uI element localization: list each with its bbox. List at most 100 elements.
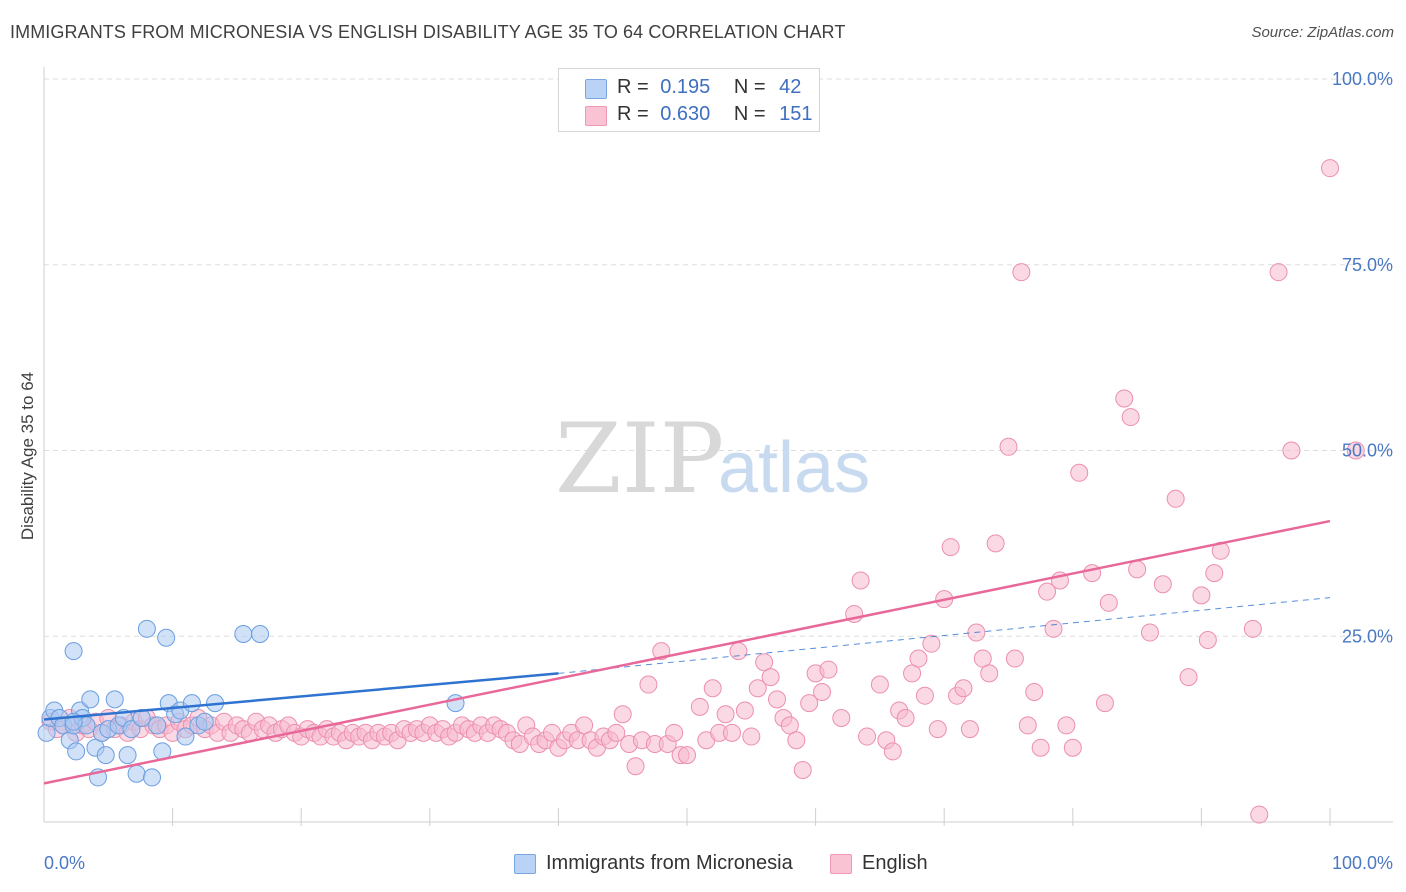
english-point xyxy=(870,675,889,694)
english-point xyxy=(575,716,594,735)
micronesia-trend-extension xyxy=(558,597,1331,674)
english-point xyxy=(780,716,799,735)
english-point xyxy=(761,668,780,687)
micronesia-point xyxy=(127,764,146,783)
legend-r-value: 0.630 xyxy=(660,103,711,125)
english-point xyxy=(896,708,915,727)
axes xyxy=(43,67,1393,826)
english-point xyxy=(1005,649,1024,668)
english-point xyxy=(1031,738,1050,757)
x-tick-label: 0.0% xyxy=(44,853,85,873)
y-tick-label: 25.0% xyxy=(1342,626,1393,646)
trend-lines xyxy=(43,519,1331,785)
english-trend-line xyxy=(43,519,1331,785)
english-point xyxy=(1243,619,1262,638)
english-point xyxy=(729,642,748,661)
y-tick-label: 50.0% xyxy=(1342,441,1393,461)
english-point xyxy=(639,675,658,694)
english-point xyxy=(1321,159,1339,178)
english-point xyxy=(954,679,973,698)
english-point xyxy=(1070,463,1089,482)
english-point xyxy=(665,723,684,742)
english-point xyxy=(1282,441,1301,460)
legend-r-value: 0.195 xyxy=(660,76,711,98)
english-point xyxy=(1063,738,1082,757)
english-point xyxy=(858,727,877,746)
english-point xyxy=(1099,593,1118,612)
english-point xyxy=(793,760,812,779)
english-point xyxy=(1140,623,1159,642)
micronesia-point xyxy=(64,642,83,661)
english-point xyxy=(768,690,787,709)
english-points xyxy=(41,159,1365,824)
y-axis-label: Disability Age 35 to 64 xyxy=(18,372,37,540)
english-point xyxy=(742,727,761,746)
legend-swatch-blue xyxy=(585,79,607,99)
english-point xyxy=(1095,694,1114,713)
legend-n-label: N = xyxy=(733,103,766,125)
micronesia-point xyxy=(137,619,156,638)
y-tick-label: 100.0% xyxy=(1332,69,1393,89)
english-point xyxy=(755,653,774,672)
micronesia-point xyxy=(234,625,253,644)
english-point xyxy=(1038,582,1057,601)
bottom-swatch-pink xyxy=(830,854,852,874)
english-point xyxy=(1269,263,1288,282)
english-point xyxy=(800,694,819,713)
legend-swatch-pink xyxy=(585,106,607,126)
english-point xyxy=(928,720,947,739)
micronesia-point xyxy=(148,716,167,735)
english-point xyxy=(922,634,941,653)
x-tick-label: 100.0% xyxy=(1332,853,1393,873)
english-point xyxy=(903,664,922,683)
legend-n-value: 42 xyxy=(779,76,802,98)
correlation-legend: R = 0.195 N = 42 R = 0.630 N = 151 xyxy=(558,68,820,132)
english-point xyxy=(960,720,979,739)
english-point xyxy=(909,649,928,668)
english-point xyxy=(703,679,722,698)
english-point xyxy=(851,571,870,590)
bottom-legend-label: Immigrants from Micronesia xyxy=(546,852,793,874)
micronesia-point xyxy=(105,690,124,709)
micronesia-point xyxy=(195,712,214,731)
english-point xyxy=(980,664,999,683)
english-point xyxy=(819,660,838,679)
english-point xyxy=(999,437,1018,456)
english-point xyxy=(1025,682,1044,701)
english-point xyxy=(1166,489,1185,508)
english-point xyxy=(690,697,709,716)
english-point xyxy=(787,731,806,750)
english-point xyxy=(607,723,626,742)
english-point xyxy=(716,705,735,724)
watermark-atlas: atlas xyxy=(718,428,870,508)
micronesia-point xyxy=(176,727,195,746)
english-point xyxy=(941,538,960,557)
english-point xyxy=(832,708,851,727)
english-point xyxy=(735,701,754,720)
micronesia-point xyxy=(67,742,86,761)
english-point xyxy=(813,682,832,701)
english-point xyxy=(1128,560,1147,579)
micronesia-point xyxy=(251,625,270,644)
english-point xyxy=(1121,408,1140,427)
english-point xyxy=(678,746,696,765)
legend-n-label: N = xyxy=(733,76,766,98)
english-point xyxy=(973,649,992,668)
legend-r-label: R = xyxy=(617,76,649,98)
english-point xyxy=(1153,575,1172,594)
english-point xyxy=(1346,441,1365,460)
legend-r-label: R = xyxy=(617,103,649,125)
micronesia-point xyxy=(37,723,56,742)
micronesia-trend-line xyxy=(43,672,559,721)
chart-title: IMMIGRANTS FROM MICRONESIA VS ENGLISH DI… xyxy=(10,22,846,42)
english-point xyxy=(1057,716,1076,735)
micronesia-point xyxy=(96,746,115,765)
bottom-legend-label: English xyxy=(862,852,928,874)
english-point xyxy=(1179,668,1198,687)
english-point xyxy=(723,723,742,742)
english-point xyxy=(748,679,767,698)
micronesia-point xyxy=(182,694,201,713)
micronesia-point xyxy=(81,690,100,709)
micronesia-point xyxy=(157,628,176,647)
